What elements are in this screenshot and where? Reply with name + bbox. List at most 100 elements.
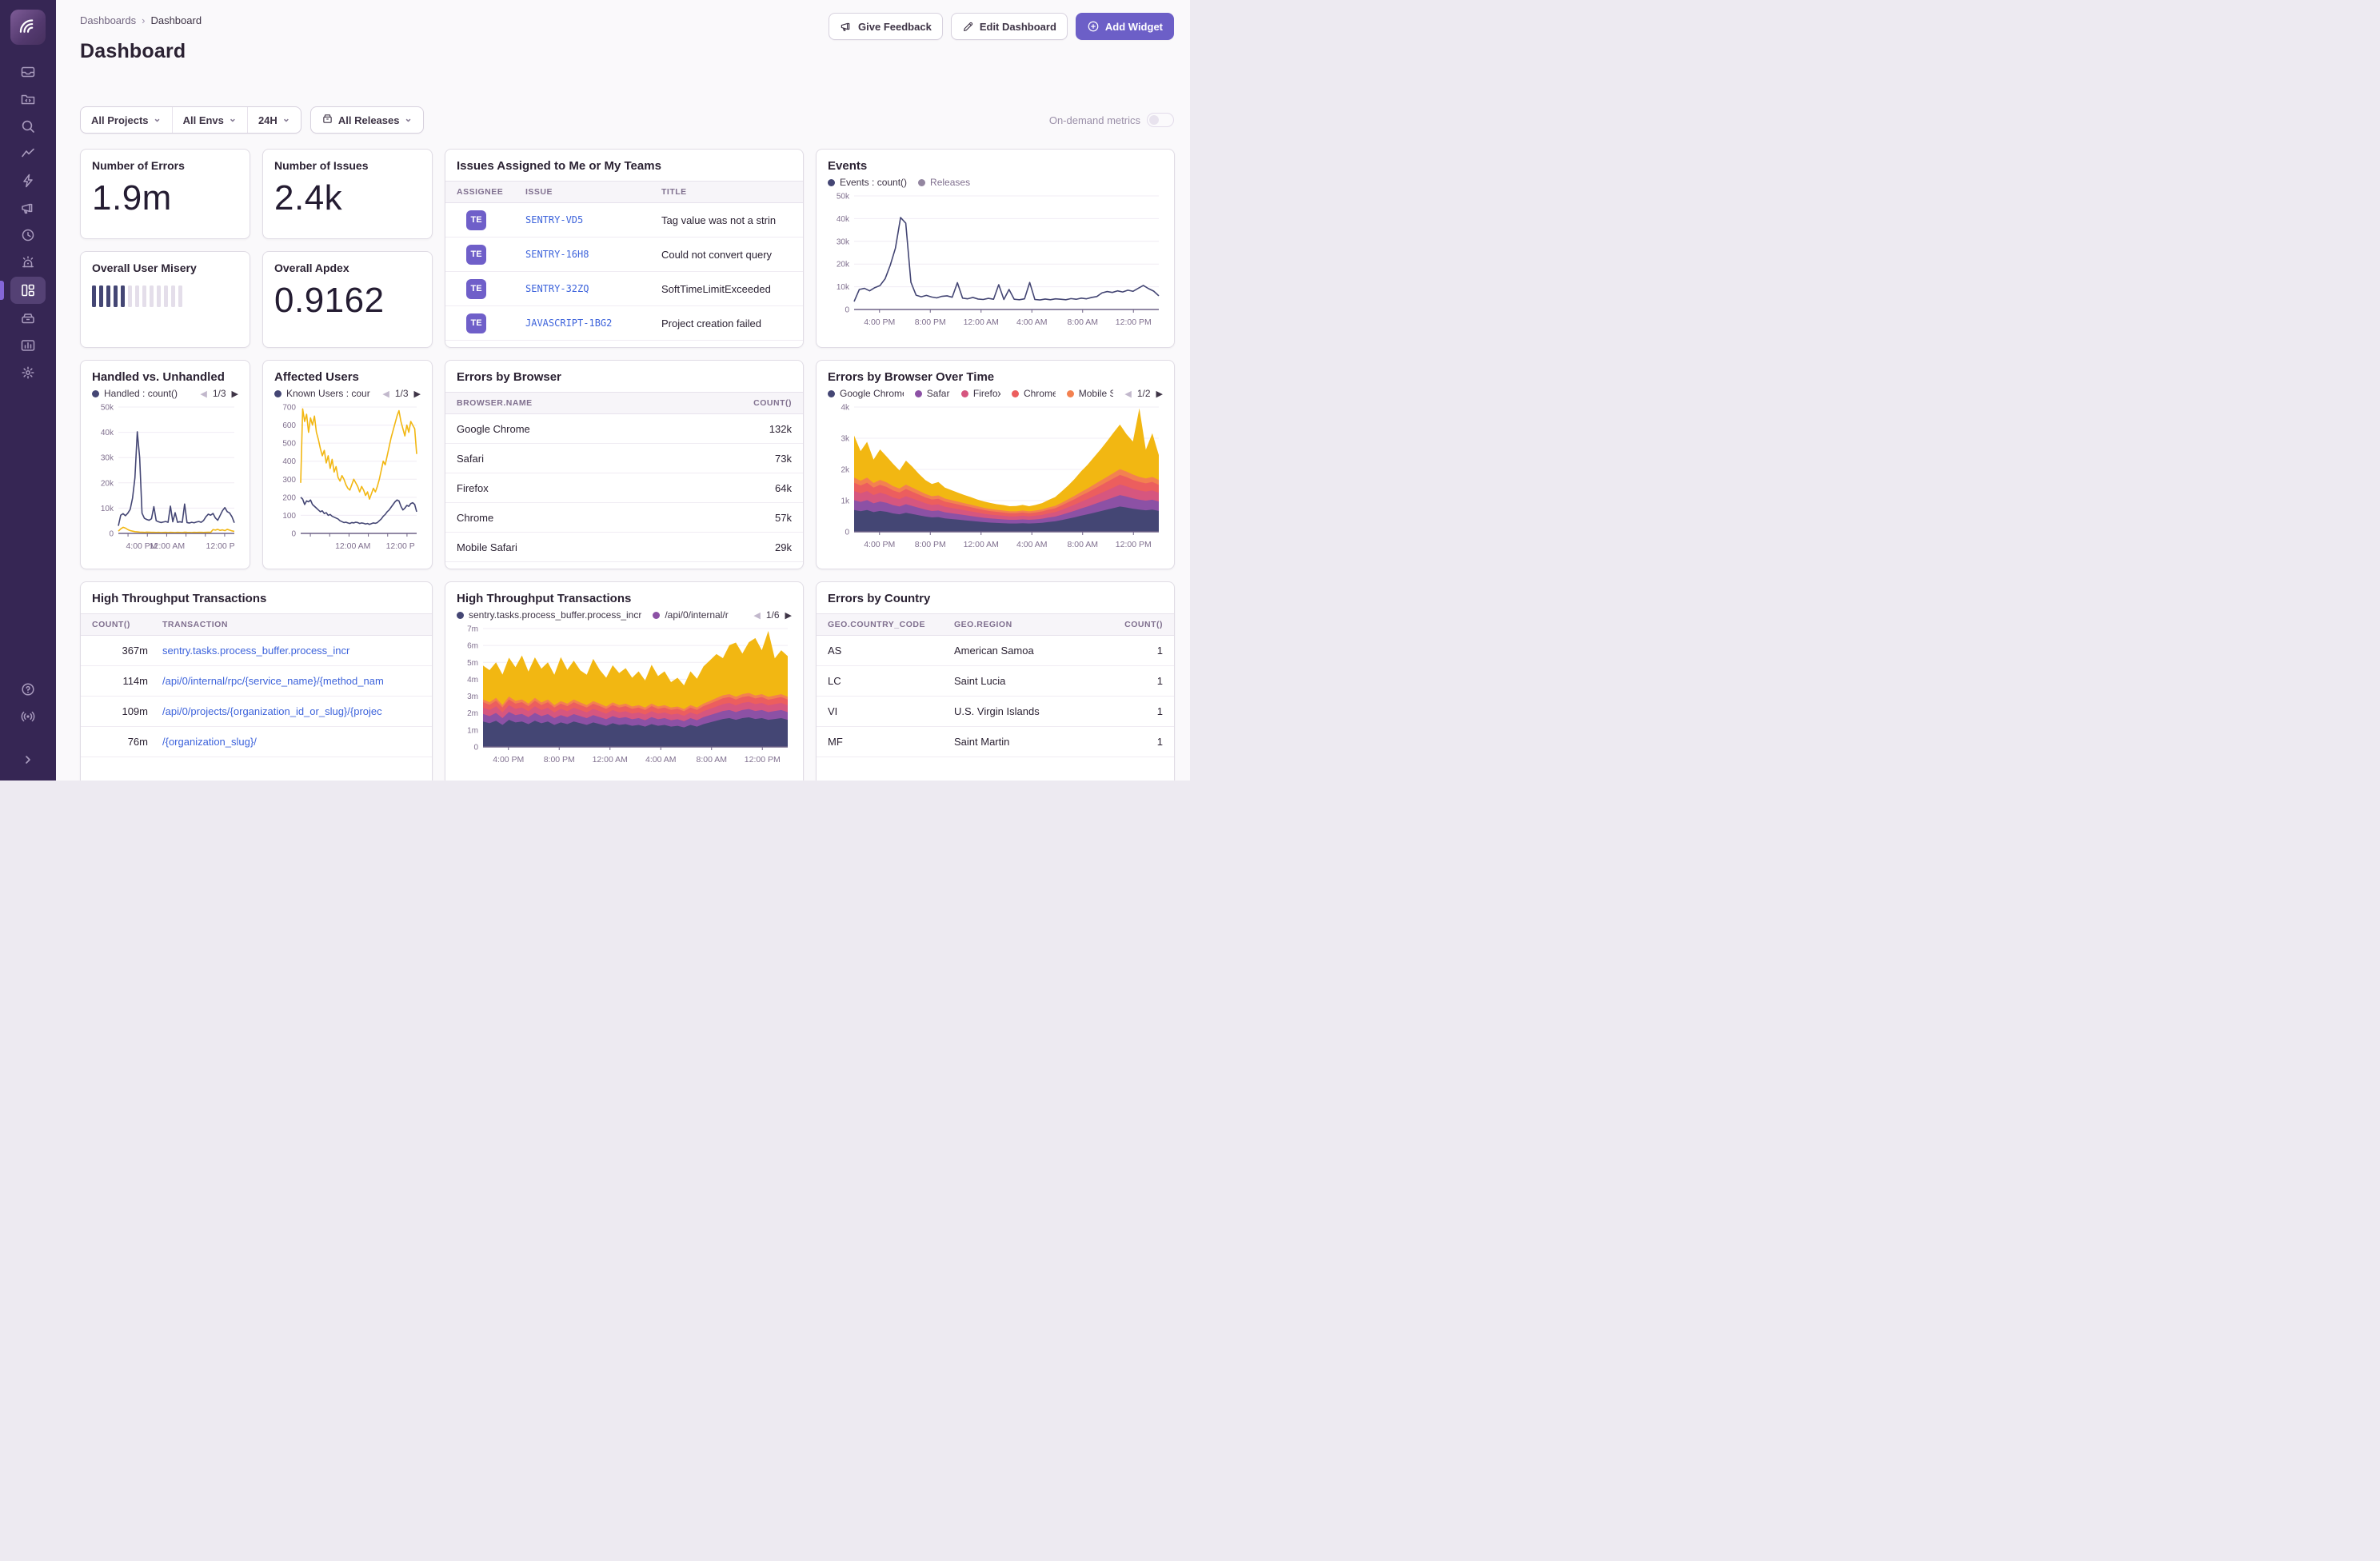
pager-next-icon[interactable]: ▶ [785,610,792,621]
give-feedback-button[interactable]: Give Feedback [829,13,943,40]
widget-events[interactable]: Events Events : count() Releases 0 10k 20k 3… [816,149,1175,348]
pager-prev-icon[interactable]: ◀ [753,610,761,621]
pencil-icon [962,21,974,33]
column-header[interactable]: COUNT() [1124,620,1163,629]
errors-by-browser-stacked-chart[interactable]: 0 1k 2k 3k 4k 4:00 PM 8:00 PM 12:00 AM 4:00 AM 8:… [828,401,1163,553]
column-header[interactable]: TITLE [661,187,687,197]
sidebar-item-logo[interactable] [10,10,46,45]
pager-prev-icon[interactable]: ◀ [1124,389,1132,399]
events-line-chart[interactable]: 0 10k 20k 30k 40k 50k 4:00 PM 8:00 PM 12:00 AM 4:… [828,190,1163,330]
column-header[interactable]: GEO.REGION [954,620,1012,629]
filter-bar: All Projects ⌄ All Envs ⌄ 24H ⌄ All Rele… [80,106,1174,134]
breadcrumb-dashboards-link[interactable]: Dashboards [80,14,137,26]
legend-item[interactable]: Releases [918,177,970,188]
browser-name: Google Chrome [457,422,530,435]
column-header[interactable]: GEO.COUNTRY_CODE [828,620,925,629]
table-body: 367m sentry.tasks.process_buffer.process_… [81,636,432,757]
legend-item[interactable]: Firefox [960,388,1000,399]
column-header[interactable]: ASSIGNEE [457,187,504,197]
legend-item[interactable]: Mobile S [1066,388,1113,399]
on-demand-metrics-toggle[interactable] [1147,113,1174,127]
widget-handled-vs-unhandled[interactable]: Handled vs. Unhandled Handled : count() … [80,360,250,569]
series-dot-icon [92,389,99,397]
sidebar-item-settings[interactable] [10,360,46,385]
column-header[interactable]: BROWSER.NAME [457,398,533,408]
sidebar-item-dashboards[interactable] [0,277,46,304]
transaction-link[interactable]: /api/0/projects/{organization_id_or_slug… [162,705,382,717]
sidebar-item-replays[interactable] [10,222,46,248]
legend-item[interactable]: Events : count() [828,177,907,188]
sidebar-item-stats[interactable] [10,333,46,358]
widget-errors-by-country[interactable]: Errors by Country GEO.COUNTRY_CODE GEO.RE… [816,581,1175,780]
legend-item[interactable]: Safari [914,388,950,399]
high-throughput-stacked-chart[interactable]: 0 1m 2m 3m 4m 5m 6m 7m 4:00 PM 8:00 PM 12:00 AM 4:0… [457,622,792,768]
legend-item[interactable]: Chrome [1011,388,1056,399]
assignee-avatar[interactable]: TE [466,313,486,333]
widget-high-throughput-chart[interactable]: High Throughput Transactions sentry.task… [445,581,804,780]
sidebar-item-collapse[interactable] [10,747,46,773]
transaction-link[interactable]: sentry.tasks.process_buffer.process_incr [162,645,350,657]
sidebar-item-help[interactable] [10,677,46,702]
widget-affected-users[interactable]: Affected Users Known Users : cour ◀ 1/3 … [262,360,433,569]
sidebar-item-projects[interactable] [10,86,46,112]
sidebar-item-feedback[interactable] [10,195,46,221]
edit-dashboard-button[interactable]: Edit Dashboard [950,13,1068,40]
pager-next-icon[interactable]: ▶ [1156,389,1163,399]
widget-errors-by-browser[interactable]: Errors by Browser BROWSER.NAME COUNT() Go… [445,360,804,569]
assignee-avatar[interactable]: TE [466,278,486,299]
legend-item[interactable]: Handled : count() [92,388,178,399]
assignee-avatar[interactable]: TE [466,210,486,230]
widget-title: Errors by Browser [457,370,561,384]
sidebar-item-broadcast[interactable] [10,704,46,729]
legend-pager: ◀ 1/2 ▶ [1124,388,1163,399]
issue-link[interactable]: SENTRY-32ZQ [525,283,589,294]
sidebar-item-performance[interactable] [10,141,46,166]
date-range-filter[interactable]: 24H ⌄ [246,107,301,133]
svg-text:8:00 PM: 8:00 PM [915,317,946,327]
widget-high-throughput-table[interactable]: High Throughput Transactions COUNT() TRAN… [80,581,433,780]
releases-filter[interactable]: All Releases ⌄ [311,107,423,133]
sidebar-item-alerts[interactable] [10,250,46,275]
legend-item[interactable]: sentry.tasks.process_buffer.process_incr [457,609,641,621]
legend-item[interactable]: Known Users : cour [274,388,370,399]
column-header[interactable]: COUNT() [92,620,130,629]
legend-item[interactable]: Google Chrome [828,388,904,399]
issue-link[interactable]: JAVASCRIPT-1BG2 [525,317,613,329]
project-filter[interactable]: All Projects ⌄ [81,107,172,133]
svg-text:4k: 4k [841,404,850,413]
issue-link[interactable]: SENTRY-VD5 [525,214,584,226]
pager-count: 1/6 [765,609,780,621]
svg-text:30k: 30k [101,454,114,463]
widget-overall-user-misery[interactable]: Overall User Misery [80,251,250,348]
widget-errors-by-browser-over-time[interactable]: Errors by Browser Over Time Google Chrom… [816,360,1175,569]
issue-link[interactable]: SENTRY-16H8 [525,249,589,260]
affected-users-line-chart[interactable]: 0 100 200 300 400 500 600 700 12:00 AM 12:00 P [274,401,421,554]
pager-prev-icon[interactable]: ◀ [382,389,389,399]
sidebar-item-search[interactable] [10,114,46,139]
chevron-down-icon: ⌄ [153,113,162,124]
transaction-link[interactable]: /api/0/internal/rpc/{service_name}/{meth… [162,675,384,687]
svg-text:12:00 PM: 12:00 PM [1116,317,1152,327]
widget-issues-assigned[interactable]: Issues Assigned to Me or My Teams ASSIGN… [445,149,804,348]
widget-number-of-errors[interactable]: Number of Errors 1.9m [80,149,250,239]
assignee-avatar[interactable]: TE [466,244,486,265]
pager-prev-icon[interactable]: ◀ [200,389,207,399]
pager-next-icon[interactable]: ▶ [231,389,238,399]
sidebar-item-releases[interactable] [10,168,46,194]
column-header[interactable]: COUNT() [753,398,792,408]
widget-number-of-issues[interactable]: Number of Issues 2.4k [262,149,433,239]
legend-item[interactable]: /api/0/internal/r [653,609,729,621]
sidebar-item-issues[interactable] [10,59,46,85]
misery-bar [142,285,146,307]
pager-next-icon[interactable]: ▶ [413,389,421,399]
environment-filter[interactable]: All Envs ⌄ [171,107,247,133]
browser-name: Safari [457,452,484,465]
svg-text:30k: 30k [837,238,850,246]
sidebar-item-archive[interactable] [10,305,46,331]
column-header[interactable]: ISSUE [525,187,553,197]
transaction-link[interactable]: /{organization_slug}/ [162,736,257,748]
column-header[interactable]: TRANSACTION [162,620,228,629]
widget-overall-apdex[interactable]: Overall Apdex 0.9162 [262,251,433,348]
add-widget-button[interactable]: Add Widget [1075,13,1174,40]
